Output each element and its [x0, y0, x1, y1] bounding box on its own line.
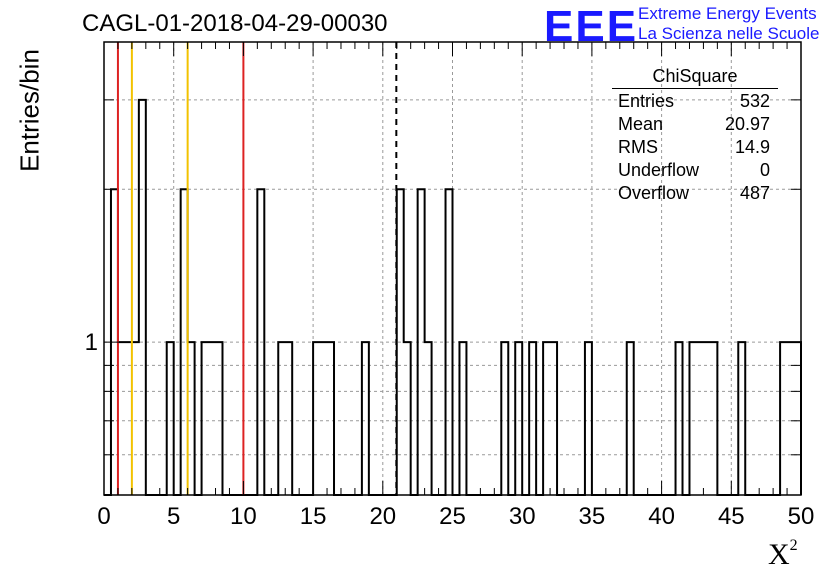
y-tick-label: 1: [85, 329, 98, 356]
x-tick-label: 40: [648, 503, 675, 530]
eee-logo: EEE: [544, 2, 639, 51]
stats-title: ChiSquare: [612, 66, 778, 89]
stats-row-rms: RMS 14.9: [612, 136, 778, 159]
stats-label: Overflow: [618, 183, 690, 203]
stats-label: Entries: [618, 91, 675, 111]
x-tick-label: 30: [509, 503, 536, 530]
x-tick-label: 25: [439, 503, 466, 530]
stats-row-underflow: Underflow 0: [612, 159, 778, 182]
y-axis-label: Entries/bin: [14, 49, 45, 172]
stats-box: ChiSquare Entries 532 Mean 20.97 RMS 14.9 U…: [612, 66, 778, 205]
stats-row-mean: Mean 20.97: [612, 113, 778, 136]
x-tick-label: 50: [788, 503, 815, 530]
x-tick-label: 10: [230, 503, 257, 530]
stats-row-entries: Entries 532: [612, 90, 778, 113]
chart-title: CAGL-01-2018-04-29-00030: [82, 10, 388, 37]
histogram-outline: [104, 98, 802, 496]
x-tick-label: 0: [97, 503, 110, 530]
x-tick-label: 15: [300, 503, 327, 530]
x-tick-label: 45: [718, 503, 745, 530]
stats-value: 0: [759, 160, 770, 180]
stats-value: 20.97: [724, 114, 770, 134]
stats-value: 487: [739, 183, 770, 203]
x-axis-label-text: X: [768, 538, 790, 571]
logo-text-line2: La Scienza nelle Scuole: [638, 24, 820, 43]
x-tick-label: 20: [369, 503, 396, 530]
stats-label: RMS: [618, 137, 658, 157]
x-axis-label-superscript: 2: [789, 537, 798, 554]
x-tick-label: 5: [167, 503, 180, 530]
stats-value: 14.9: [734, 137, 770, 157]
stats-row-overflow: Overflow 487: [612, 182, 778, 205]
stats-label: Underflow: [618, 160, 700, 180]
x-tick-label: 35: [579, 503, 606, 530]
logo-text-line1: Extreme Energy Events: [638, 4, 817, 23]
stats-label: Mean: [618, 114, 664, 134]
x-axis-label: X2: [768, 537, 798, 572]
stats-value: 532: [739, 91, 770, 111]
